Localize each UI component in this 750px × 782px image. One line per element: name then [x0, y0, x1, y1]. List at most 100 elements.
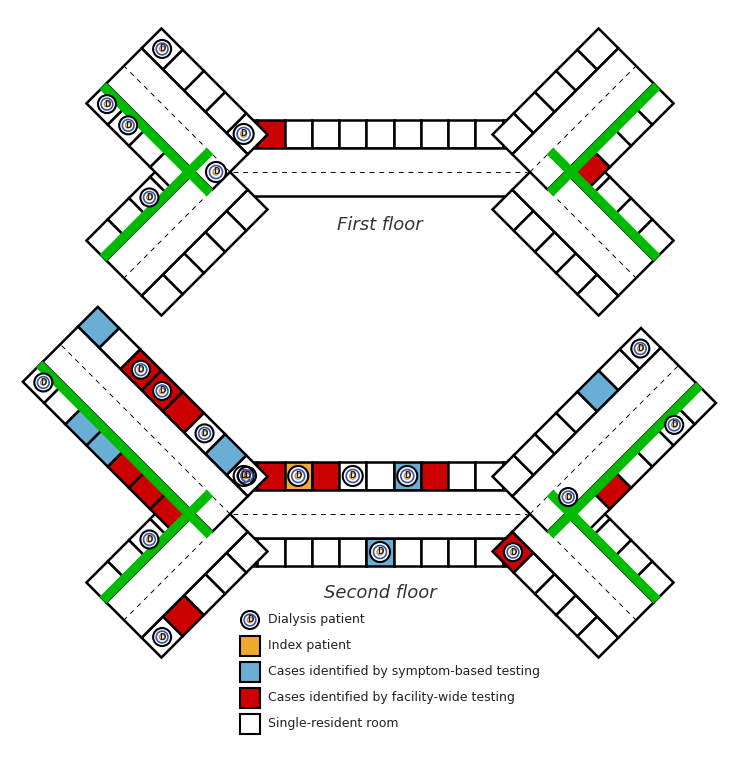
Polygon shape [106, 154, 248, 296]
Polygon shape [121, 350, 161, 390]
Polygon shape [611, 447, 652, 488]
Circle shape [343, 466, 363, 486]
Polygon shape [556, 392, 597, 432]
Bar [240, 662, 260, 682]
Polygon shape [675, 383, 716, 424]
Bar [257, 462, 284, 490]
Bar [503, 462, 530, 490]
Polygon shape [578, 616, 619, 658]
Bar [448, 538, 476, 566]
Circle shape [196, 425, 214, 443]
Polygon shape [226, 455, 268, 497]
Text: First floor: First floor [338, 216, 423, 234]
Polygon shape [611, 105, 652, 145]
Bar [503, 538, 530, 566]
Polygon shape [108, 447, 148, 488]
Text: D: D [404, 472, 410, 480]
Polygon shape [556, 595, 597, 637]
Polygon shape [129, 177, 170, 218]
Circle shape [238, 467, 256, 485]
Polygon shape [548, 84, 659, 196]
Polygon shape [512, 154, 654, 296]
Polygon shape [632, 561, 674, 602]
Bar [230, 538, 257, 566]
Polygon shape [171, 476, 212, 518]
Polygon shape [171, 168, 212, 210]
Polygon shape [129, 519, 170, 560]
Polygon shape [578, 274, 619, 316]
Text: D: D [247, 615, 254, 625]
Circle shape [132, 361, 150, 378]
Polygon shape [548, 135, 589, 175]
Circle shape [119, 117, 137, 135]
Bar [230, 462, 257, 490]
Text: D: D [213, 167, 219, 177]
Text: D: D [40, 378, 46, 387]
Text: Index patient: Index patient [268, 640, 351, 652]
Bar [312, 538, 339, 566]
Polygon shape [569, 156, 610, 197]
Text: D: D [159, 386, 165, 396]
Text: D: D [104, 99, 110, 109]
Polygon shape [226, 113, 268, 154]
Polygon shape [226, 532, 268, 572]
Bar [202, 148, 230, 196]
Polygon shape [632, 220, 674, 260]
Bar [230, 120, 257, 148]
Polygon shape [163, 50, 204, 91]
Polygon shape [548, 490, 659, 602]
Bar [448, 462, 476, 490]
Polygon shape [106, 497, 248, 638]
Polygon shape [569, 147, 610, 188]
Polygon shape [512, 348, 696, 532]
Polygon shape [129, 468, 170, 509]
Text: D: D [671, 421, 677, 429]
Polygon shape [150, 147, 191, 188]
Polygon shape [150, 156, 191, 197]
Bar [421, 462, 448, 490]
Bar [476, 538, 502, 566]
Bar [366, 120, 394, 148]
Circle shape [398, 466, 417, 486]
Polygon shape [86, 84, 128, 124]
Bar [284, 538, 312, 566]
Circle shape [288, 466, 308, 486]
Polygon shape [65, 404, 106, 446]
Polygon shape [142, 274, 182, 316]
Text: Single-resident room: Single-resident room [268, 718, 398, 730]
Polygon shape [184, 413, 225, 454]
Circle shape [370, 542, 390, 562]
Polygon shape [590, 468, 631, 509]
Polygon shape [535, 413, 576, 454]
Text: D: D [201, 429, 208, 438]
Text: D: D [125, 121, 131, 130]
Bar [366, 538, 394, 566]
Polygon shape [569, 490, 610, 530]
Circle shape [234, 466, 254, 486]
Circle shape [140, 188, 158, 206]
Bar [312, 120, 339, 148]
Polygon shape [150, 490, 191, 530]
Circle shape [153, 628, 171, 646]
Polygon shape [512, 48, 654, 190]
Polygon shape [535, 71, 576, 112]
Polygon shape [535, 574, 576, 615]
Circle shape [140, 530, 158, 548]
Bar [240, 636, 260, 656]
Circle shape [34, 374, 53, 392]
Text: D: D [241, 472, 247, 480]
Bar [476, 462, 502, 490]
Polygon shape [556, 50, 597, 91]
Polygon shape [514, 92, 555, 133]
Polygon shape [654, 404, 694, 446]
Bar [476, 120, 502, 148]
Text: D: D [159, 45, 165, 53]
Bar [312, 462, 339, 490]
Polygon shape [206, 434, 246, 475]
Bar [257, 120, 284, 148]
Bar [421, 538, 448, 566]
Text: Second floor: Second floor [324, 584, 436, 602]
Polygon shape [620, 328, 661, 369]
Circle shape [665, 416, 683, 434]
Polygon shape [611, 198, 652, 239]
